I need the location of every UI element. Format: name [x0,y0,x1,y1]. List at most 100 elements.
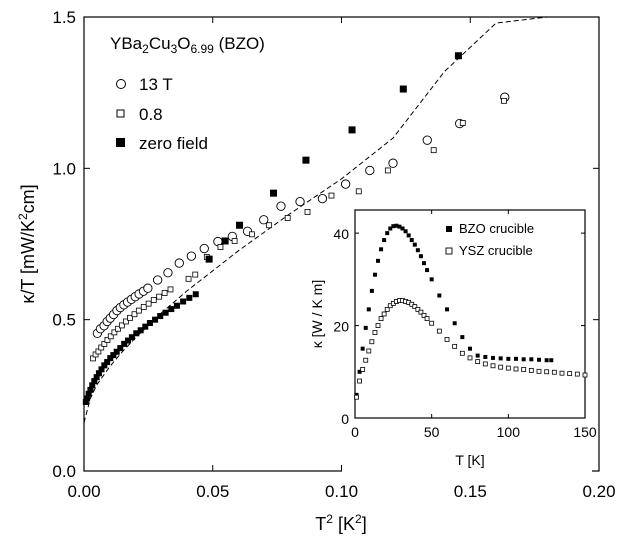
data-point-zero-field [113,348,120,355]
data-point-13-T [174,258,184,268]
inset-data-point-ysz [415,306,421,312]
data-point-08 [115,325,121,332]
legend-marker-13t [116,79,126,89]
data-point-zero-field [110,352,117,359]
x-tick-label: 0.00 [67,482,100,501]
data-point-zero-field [104,359,111,366]
x-tick-label: 0 [351,424,359,440]
main-fit-curve [83,16,548,423]
inset-data-point-bzo [475,353,480,358]
data-point-08 [328,192,335,199]
legend-marker-zero-field [116,138,125,147]
data-point-zero-field [270,189,278,197]
inset-data-point-ysz [381,311,387,317]
data-point-13-T [388,158,398,168]
inset-data-marks [354,223,588,400]
data-point-zero-field [98,366,105,373]
inset-data-point-bzo [409,238,414,243]
inset-data-point-ysz [369,339,375,345]
data-point-08 [111,329,118,336]
inset-data-point-ysz [482,361,488,367]
data-point-13-T [259,215,269,225]
inset-legend-marker-ysz [445,247,453,255]
data-point-08 [131,311,138,318]
inset-data-point-ysz [490,363,496,369]
inset-data-point-bzo [369,288,374,293]
data-point-zero-field [101,362,108,369]
data-point-08 [127,314,133,321]
inset-data-point-bzo [537,357,541,362]
inset-data-point-bzo [418,254,423,259]
data-point-13-T [295,196,305,207]
inset-data-point-ysz [418,309,424,315]
inset-data-point-bzo [425,268,430,273]
inset-data-point-bzo [357,369,362,374]
inset-data-point-bzo [498,356,503,361]
inset-data-point-bzo [521,357,526,362]
legend-marker-08 [116,109,125,118]
main-plot: 0.00 0.05 0.10 0.15 0.20 0.0 0.5 1.0 1.5 κ/T [mW… [16,8,616,534]
y-tick-label: 0.5 [52,311,76,330]
inset-data-point-ysz [357,378,363,384]
data-point-zero-field [348,126,356,134]
data-point-zero-field [125,337,132,344]
data-point-13-T [186,251,197,261]
inset-data-point-bzo [406,233,411,238]
inset-data-point-bzo [445,307,449,312]
data-point-08 [266,222,273,229]
inset-data-point-bzo [403,229,408,234]
inset-data-point-ysz [559,370,565,376]
inset-data-point-ysz [429,320,435,326]
data-point-08 [145,300,152,307]
inset-data-point-bzo [506,356,511,361]
inset-axis-ticks: 0 50 100 150 0 20 40 [333,210,597,440]
data-point-zero-field [173,302,180,309]
main-legend: 13 T 0.8 zero field [116,75,208,153]
main-axis-ticks: 0.00 0.05 0.10 0.15 0.20 0.0 0.5 1.0 1.5 [52,8,615,501]
data-point-zero-field [133,330,140,337]
inset-data-point-ysz [498,364,504,370]
data-point-13-T [199,243,209,254]
inset-data-point-bzo [529,357,534,362]
inset-data-point-ysz [363,357,369,363]
data-point-zero-field [180,298,187,305]
data-point-08 [430,147,437,154]
data-point-08 [101,340,108,347]
inset-data-point-bzo [360,346,365,351]
data-point-08 [284,215,291,221]
legend-label-zero-field: zero field [139,134,208,153]
data-point-08 [150,297,157,303]
inset-data-point-ysz [372,330,378,335]
inset-data-point-ysz [521,367,527,372]
inset-plot: 0 50 100 150 0 20 40 κ [W / K m] T [K] BZO cru… [309,202,597,472]
data-point-08 [123,318,129,325]
data-point-08 [501,97,507,104]
data-point-13-T [163,268,173,278]
legend-label-13t: 13 T [139,75,173,94]
inset-data-point-ysz [354,394,359,400]
inset-data-point-ysz [536,368,542,374]
data-point-13-T [143,283,153,293]
data-point-zero-field [117,345,124,352]
data-point-08 [107,333,114,340]
inset-data-point-bzo [379,247,384,252]
inset-data-point-bzo [544,358,549,363]
data-point-08 [167,286,174,293]
chart-title: YBa2Cu3O6.99 (BZO) [110,34,265,56]
inset-data-point-ysz [574,371,580,377]
inset-data-point-bzo [422,261,426,266]
data-point-08 [231,238,238,244]
inset-data-point-ysz [513,366,519,372]
data-point-08 [384,167,391,174]
data-point-08 [192,271,199,278]
inset-plot-background [342,202,592,472]
inset-data-point-ysz [567,371,573,377]
inset-data-point-bzo [415,248,420,253]
inset-data-point-ysz [360,367,366,372]
inset-data-point-ysz [436,328,442,334]
data-point-13-T [152,275,163,285]
inset-data-point-bzo [397,224,402,229]
inset-legend: BZO crucible YSZ crucible [445,221,534,258]
data-point-13-T [340,179,351,189]
